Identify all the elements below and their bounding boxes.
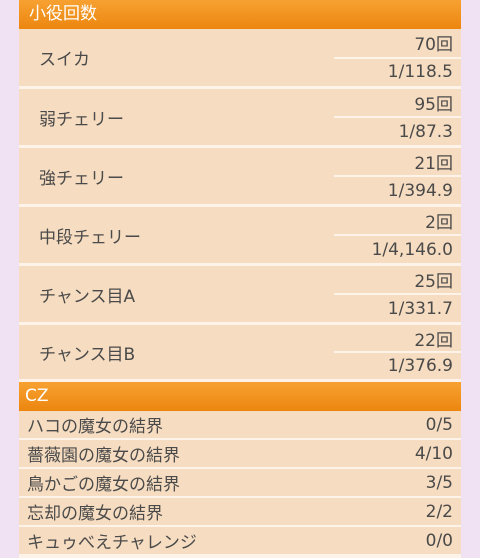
koyaku-count: 25回 bbox=[334, 266, 461, 295]
cz-section-header: CZ bbox=[19, 382, 461, 411]
koyaku-row-suika: スイカ 70回 1/118.5 bbox=[19, 29, 461, 89]
koyaku-count: 70回 bbox=[334, 29, 461, 59]
cz-row: ハコの魔女の結界 0/5 bbox=[19, 411, 461, 440]
koyaku-row-middle-cherry: 中段チェリー 2回 1/4,146.0 bbox=[19, 207, 461, 266]
koyaku-label: スイカ bbox=[39, 50, 90, 70]
cz-value: 0/0 bbox=[425, 530, 453, 551]
cz-label: 鳥かごの魔女の結界 bbox=[27, 475, 180, 495]
cz-label: キュゥべえチャレンジ bbox=[27, 533, 197, 553]
koyaku-rate: 1/87.3 bbox=[398, 121, 453, 142]
cz-value: 3/5 bbox=[425, 472, 453, 493]
koyaku-rate: 1/376.9 bbox=[387, 356, 453, 376]
cz-row: 鳥かごの魔女の結界 3/5 bbox=[19, 469, 461, 498]
cz-row: 忘却の魔女の結界 2/2 bbox=[19, 498, 461, 527]
koyaku-count: 22回 bbox=[334, 325, 461, 353]
koyaku-label: 強チェリー bbox=[39, 168, 124, 189]
cz-label: 忘却の魔女の結界 bbox=[27, 504, 163, 524]
koyaku-row-chance-a: チャンス目A 25回 1/331.7 bbox=[19, 266, 461, 325]
koyaku-count: 95回 bbox=[334, 89, 461, 118]
cz-value: 0/5 bbox=[425, 414, 453, 435]
koyaku-label: 弱チェリー bbox=[39, 109, 124, 130]
cz-label: ハコの魔女の結界 bbox=[27, 417, 163, 437]
cz-row: キュゥべえチャレンジ 0/0 bbox=[19, 527, 461, 556]
koyaku-rate: 1/4,146.0 bbox=[371, 239, 453, 260]
koyaku-label: 中段チェリー bbox=[39, 227, 141, 248]
koyaku-label: チャンス目A bbox=[39, 286, 136, 307]
cz-value: 4/10 bbox=[414, 443, 453, 464]
cz-row: 薔薇園の魔女の結界 4/10 bbox=[19, 440, 461, 469]
koyaku-section-header: 小役回数 bbox=[19, 0, 461, 29]
koyaku-count: 2回 bbox=[334, 207, 461, 236]
koyaku-count: 21回 bbox=[334, 148, 461, 177]
cz-value: 2/2 bbox=[425, 501, 453, 522]
cz-label: 薔薇園の魔女の結界 bbox=[27, 446, 180, 466]
koyaku-label: チャンス目B bbox=[39, 344, 136, 365]
stats-panel: 小役回数 スイカ 70回 1/118.5 弱チェリー 95回 1/87.3 強チ… bbox=[19, 0, 461, 558]
koyaku-rate: 1/118.5 bbox=[387, 62, 453, 83]
koyaku-row-chance-b: チャンス目B 22回 1/376.9 bbox=[19, 325, 461, 382]
koyaku-rate: 1/331.7 bbox=[387, 298, 453, 319]
koyaku-rate: 1/394.9 bbox=[387, 180, 453, 201]
koyaku-row-weak-cherry: 弱チェリー 95回 1/87.3 bbox=[19, 89, 461, 148]
koyaku-row-strong-cherry: 強チェリー 21回 1/394.9 bbox=[19, 148, 461, 207]
